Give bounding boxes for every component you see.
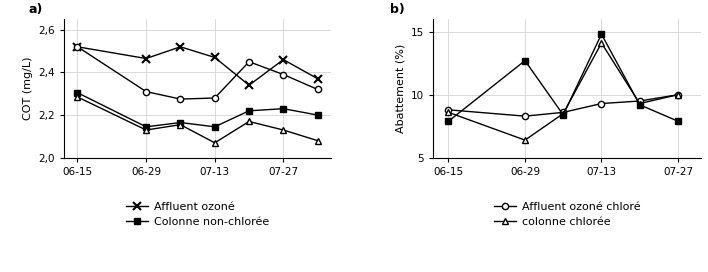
Legend: Affluent ozoné chloré, colonne chlorée: Affluent ozoné chloré, colonne chlorée xyxy=(494,202,640,227)
Y-axis label: Abattement (%): Abattement (%) xyxy=(395,44,406,133)
Text: b): b) xyxy=(390,4,405,17)
Legend: Affluent ozoné, Colonne non-chlorée: Affluent ozoné, Colonne non-chlorée xyxy=(126,202,269,227)
Y-axis label: COT (mg/L): COT (mg/L) xyxy=(23,57,33,120)
Text: a): a) xyxy=(29,4,43,17)
